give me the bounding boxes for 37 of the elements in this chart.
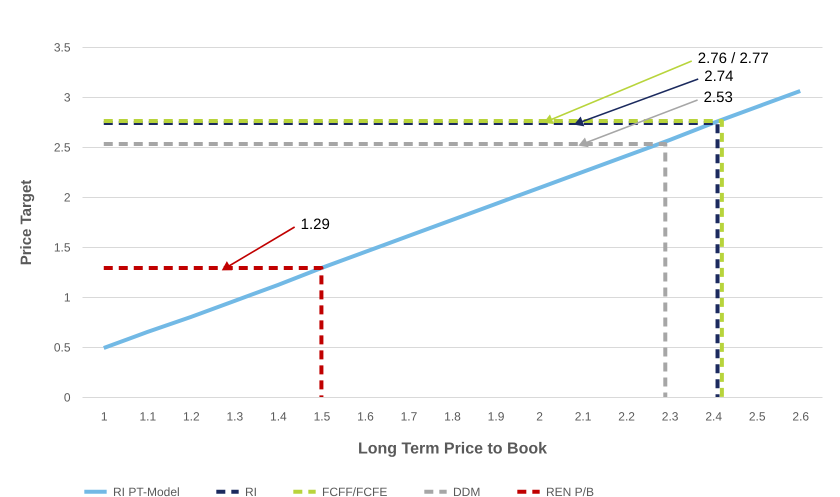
y-tick-label: 3 bbox=[64, 90, 71, 104]
legend-label: REN P/B bbox=[546, 484, 594, 497]
annotation: 2.74 bbox=[704, 68, 734, 85]
x-tick-label: 1.6 bbox=[357, 410, 374, 424]
y-tick-label: 3.5 bbox=[54, 40, 71, 54]
x-tick-label: 1.3 bbox=[226, 410, 244, 424]
x-tick-label: 1.2 bbox=[182, 410, 200, 424]
line-series bbox=[102, 89, 802, 350]
legend-label: FCFF/FCFE bbox=[322, 484, 388, 497]
x-tick-label: 2.2 bbox=[618, 410, 636, 424]
x-tick-label: 2.1 bbox=[574, 410, 592, 424]
y-tick-label: 2 bbox=[64, 190, 71, 204]
y-tick-label: 1.5 bbox=[54, 240, 71, 254]
y-tick-label: 2.5 bbox=[54, 140, 71, 154]
legend-label: DDM bbox=[453, 484, 480, 497]
y-tick-label: 0 bbox=[64, 390, 71, 404]
x-tick-label: 1.9 bbox=[488, 410, 505, 424]
y-axis-title: Price Target bbox=[18, 180, 35, 266]
x-tick-label: 2 bbox=[536, 410, 544, 424]
y-tick-label: 1 bbox=[64, 290, 71, 304]
legend-label: RI bbox=[245, 484, 257, 497]
annotation: 2.53 bbox=[704, 89, 733, 106]
x-tick-label: 1.7 bbox=[400, 410, 418, 424]
annotation: 1.29 bbox=[300, 216, 330, 233]
x-tick-label: 2.5 bbox=[748, 410, 766, 424]
x-tick-label: 1.5 bbox=[314, 410, 331, 424]
x-axis-title: Long Term Price to Book bbox=[358, 440, 548, 458]
x-tick-label: 1.1 bbox=[139, 410, 156, 424]
legend-label: RI PT-Model bbox=[113, 484, 180, 497]
x-tick-label: 2.3 bbox=[662, 410, 679, 424]
x-tick-label: 1 bbox=[100, 410, 108, 424]
annotation: 2.76 / 2.77 bbox=[698, 50, 769, 67]
x-tick-label: 2.4 bbox=[705, 410, 722, 424]
x-tick-label: 1.8 bbox=[444, 410, 462, 424]
x-tick-label: 2.6 bbox=[792, 410, 810, 424]
x-tick-label: 1.4 bbox=[270, 410, 288, 424]
y-tick-label: 0.5 bbox=[54, 340, 71, 354]
